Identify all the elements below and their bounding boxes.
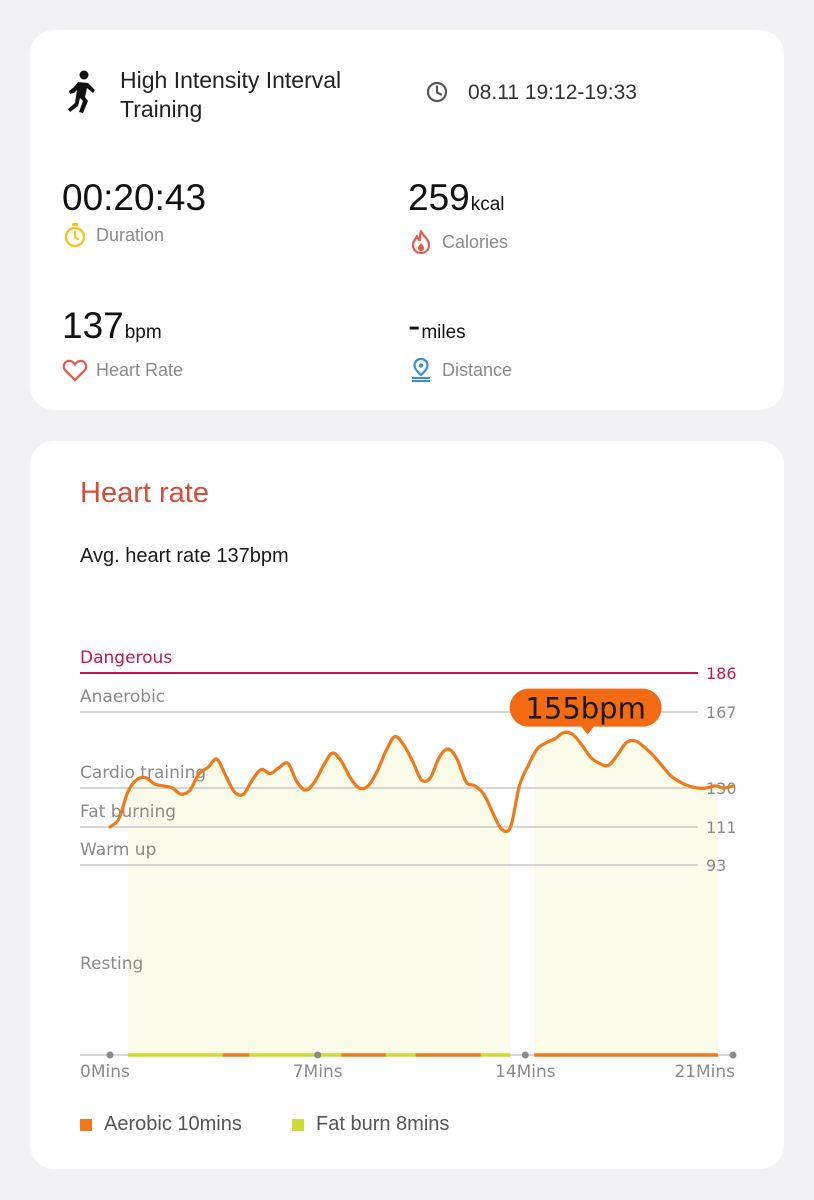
clock-icon bbox=[426, 81, 448, 103]
legend-aerobic-label: Aerobic 10mins bbox=[104, 1113, 242, 1135]
heart-rate-card: Heart rate Avg. heart rate 137bpm 186 Dan… bbox=[30, 441, 784, 1169]
peak-tooltip-pointer bbox=[580, 725, 595, 735]
heart-rate-value: 137bpm bbox=[62, 305, 162, 346]
legend-fat-burn-label: Fat burn 8mins bbox=[316, 1113, 450, 1135]
heart-icon bbox=[62, 359, 88, 382]
zone-value-warm-up: 93 bbox=[706, 856, 726, 875]
zone-value-fat-burning: 111 bbox=[706, 818, 737, 837]
calories-metric: 259kcal Calories bbox=[408, 178, 508, 255]
zone-value-anaerobic: 167 bbox=[706, 703, 737, 722]
fat-burn-swatch bbox=[292, 1118, 304, 1131]
x-tick-dot bbox=[106, 1051, 114, 1059]
x-tick-dot bbox=[521, 1051, 529, 1059]
duration-metric: 00:20:43 Duration bbox=[62, 178, 206, 248]
distance-label: Distance bbox=[442, 359, 513, 380]
workout-summary-card: High Intensity Interval Training 08.11 1… bbox=[30, 30, 784, 410]
zone-label-dangerous: Dangerous bbox=[80, 648, 172, 668]
duration-label: Duration bbox=[96, 224, 165, 245]
x-tick-label: 7Mins bbox=[293, 1062, 343, 1082]
distance-unit: miles bbox=[421, 322, 466, 343]
heart-rate-label: Heart Rate bbox=[96, 359, 184, 380]
zone-label-cardio-training: Cardio training bbox=[80, 763, 206, 783]
running-person-icon bbox=[68, 70, 95, 113]
activity-title: High Intensity Interval Training bbox=[120, 67, 342, 122]
heart-rate-line bbox=[108, 730, 735, 834]
location-pin-icon bbox=[412, 357, 430, 382]
average-heart-rate: Avg. heart rate 137bpm bbox=[80, 545, 289, 567]
peak-tooltip-bubble bbox=[509, 688, 662, 727]
heart-rate-title: Heart rate bbox=[80, 477, 209, 509]
zone-label-warm-up: Warm up bbox=[80, 840, 156, 860]
x-tick-dot bbox=[729, 1051, 737, 1059]
heart-rate-unit: bpm bbox=[124, 322, 162, 343]
x-tick-label: 0Mins bbox=[80, 1062, 130, 1082]
calories-value: 259kcal bbox=[408, 177, 505, 218]
x-tick-dot bbox=[314, 1051, 322, 1059]
legend-fat-burn: Fat burn 8mins bbox=[292, 1113, 449, 1136]
zone-label-anaerobic: Anaerobic bbox=[80, 687, 165, 707]
heart-rate-metric: 137bpm Heart Rate bbox=[62, 306, 183, 383]
zone-label-fat-burning: Fat burning bbox=[80, 802, 176, 822]
distance-value: -miles bbox=[408, 305, 466, 346]
x-tick-label: 21Mins bbox=[674, 1062, 735, 1082]
peak-tooltip-label: 155bpm bbox=[525, 692, 645, 726]
duration-value: 00:20:43 bbox=[62, 177, 207, 218]
calories-unit: kcal bbox=[470, 194, 505, 215]
aerobic-swatch bbox=[80, 1118, 92, 1131]
x-tick-label: 14Mins bbox=[495, 1062, 556, 1082]
heart-rate-area bbox=[127, 732, 718, 1055]
legend-aerobic: Aerobic 10mins bbox=[80, 1113, 242, 1136]
zone-label-resting: Resting bbox=[80, 954, 143, 974]
workout-time-range: 08.11 19:12-19:33 bbox=[468, 81, 637, 104]
flame-icon bbox=[411, 229, 431, 255]
distance-metric: -miles Distance bbox=[408, 306, 512, 383]
stopwatch-icon bbox=[64, 223, 86, 248]
zone-value-dangerous: 186 bbox=[706, 664, 737, 683]
calories-label: Calories bbox=[442, 231, 509, 252]
